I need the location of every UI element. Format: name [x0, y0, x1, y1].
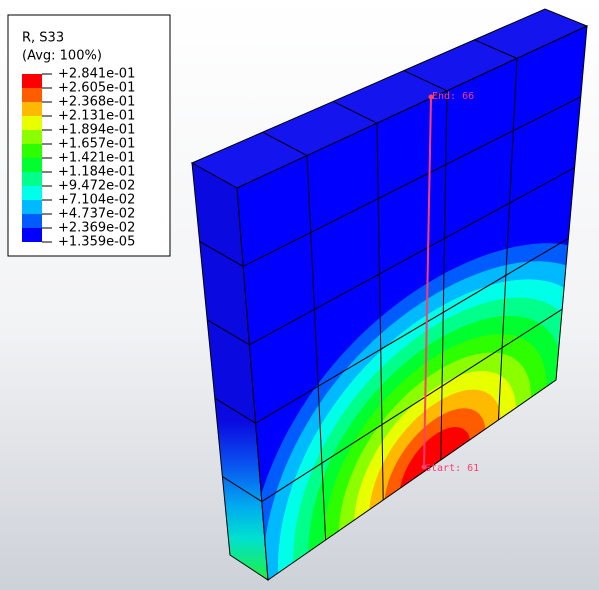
mesh-line	[440, 90, 448, 461]
legend-swatch	[22, 88, 42, 102]
legend-swatch	[22, 158, 42, 172]
mesh-line	[332, 100, 378, 124]
mesh-line	[199, 240, 244, 267]
mesh-line	[206, 319, 250, 346]
front-outline	[236, 25, 588, 581]
legend-title: R, S33	[22, 31, 64, 46]
legend-swatch	[22, 116, 42, 130]
mesh-line	[376, 123, 384, 501]
legend-label: +2.841e-01	[58, 67, 135, 82]
path-line	[423, 96, 432, 468]
legend-swatch	[22, 144, 42, 158]
mesh-line	[261, 308, 563, 503]
path-end	[428, 94, 434, 100]
legend-swatch	[22, 186, 42, 200]
legend-swatch	[22, 102, 42, 116]
legend-label: +9.472e-02	[58, 179, 135, 194]
legend-label: +2.605e-01	[58, 81, 135, 96]
mesh-line	[403, 70, 448, 92]
legend-label: +2.131e-01	[58, 109, 135, 124]
legend-swatch	[22, 172, 42, 186]
legend-swatch	[22, 74, 42, 88]
legend-label: +2.368e-01	[58, 95, 135, 110]
legend-swatch	[22, 214, 42, 228]
legend-label: +1.657e-01	[58, 137, 135, 152]
legend-label: +1.184e-01	[58, 165, 135, 180]
mesh-line	[262, 131, 308, 157]
mesh-line	[255, 237, 569, 424]
legend: +2.841e-01+2.605e-01+2.368e-01+2.131e-01…	[22, 67, 135, 250]
legend-label: +1.894e-01	[58, 123, 135, 138]
legend-label: +7.104e-02	[58, 193, 135, 208]
front-face	[237, 26, 587, 580]
mesh-line	[249, 167, 575, 346]
mesh-line	[306, 155, 327, 541]
mesh-line	[497, 58, 518, 421]
legend-subtitle: (Avg: 100%)	[22, 49, 102, 64]
legend-label: +1.359e-05	[58, 235, 135, 250]
start-label: Start: 61	[425, 463, 479, 474]
legend-label: +1.421e-01	[58, 151, 135, 166]
mesh-line	[214, 397, 256, 424]
legend-swatch	[22, 228, 42, 242]
legend-swatch	[22, 130, 42, 144]
mesh-line	[242, 96, 582, 267]
mesh	[199, 25, 588, 581]
legend-label: +2.369e-02	[58, 221, 135, 236]
mesh-line	[474, 39, 518, 59]
end-label: End: 66	[432, 91, 474, 102]
legend-swatch	[22, 200, 42, 214]
mesh-line	[222, 476, 263, 503]
path-start	[421, 464, 427, 470]
legend-label: +4.737e-02	[58, 207, 135, 222]
